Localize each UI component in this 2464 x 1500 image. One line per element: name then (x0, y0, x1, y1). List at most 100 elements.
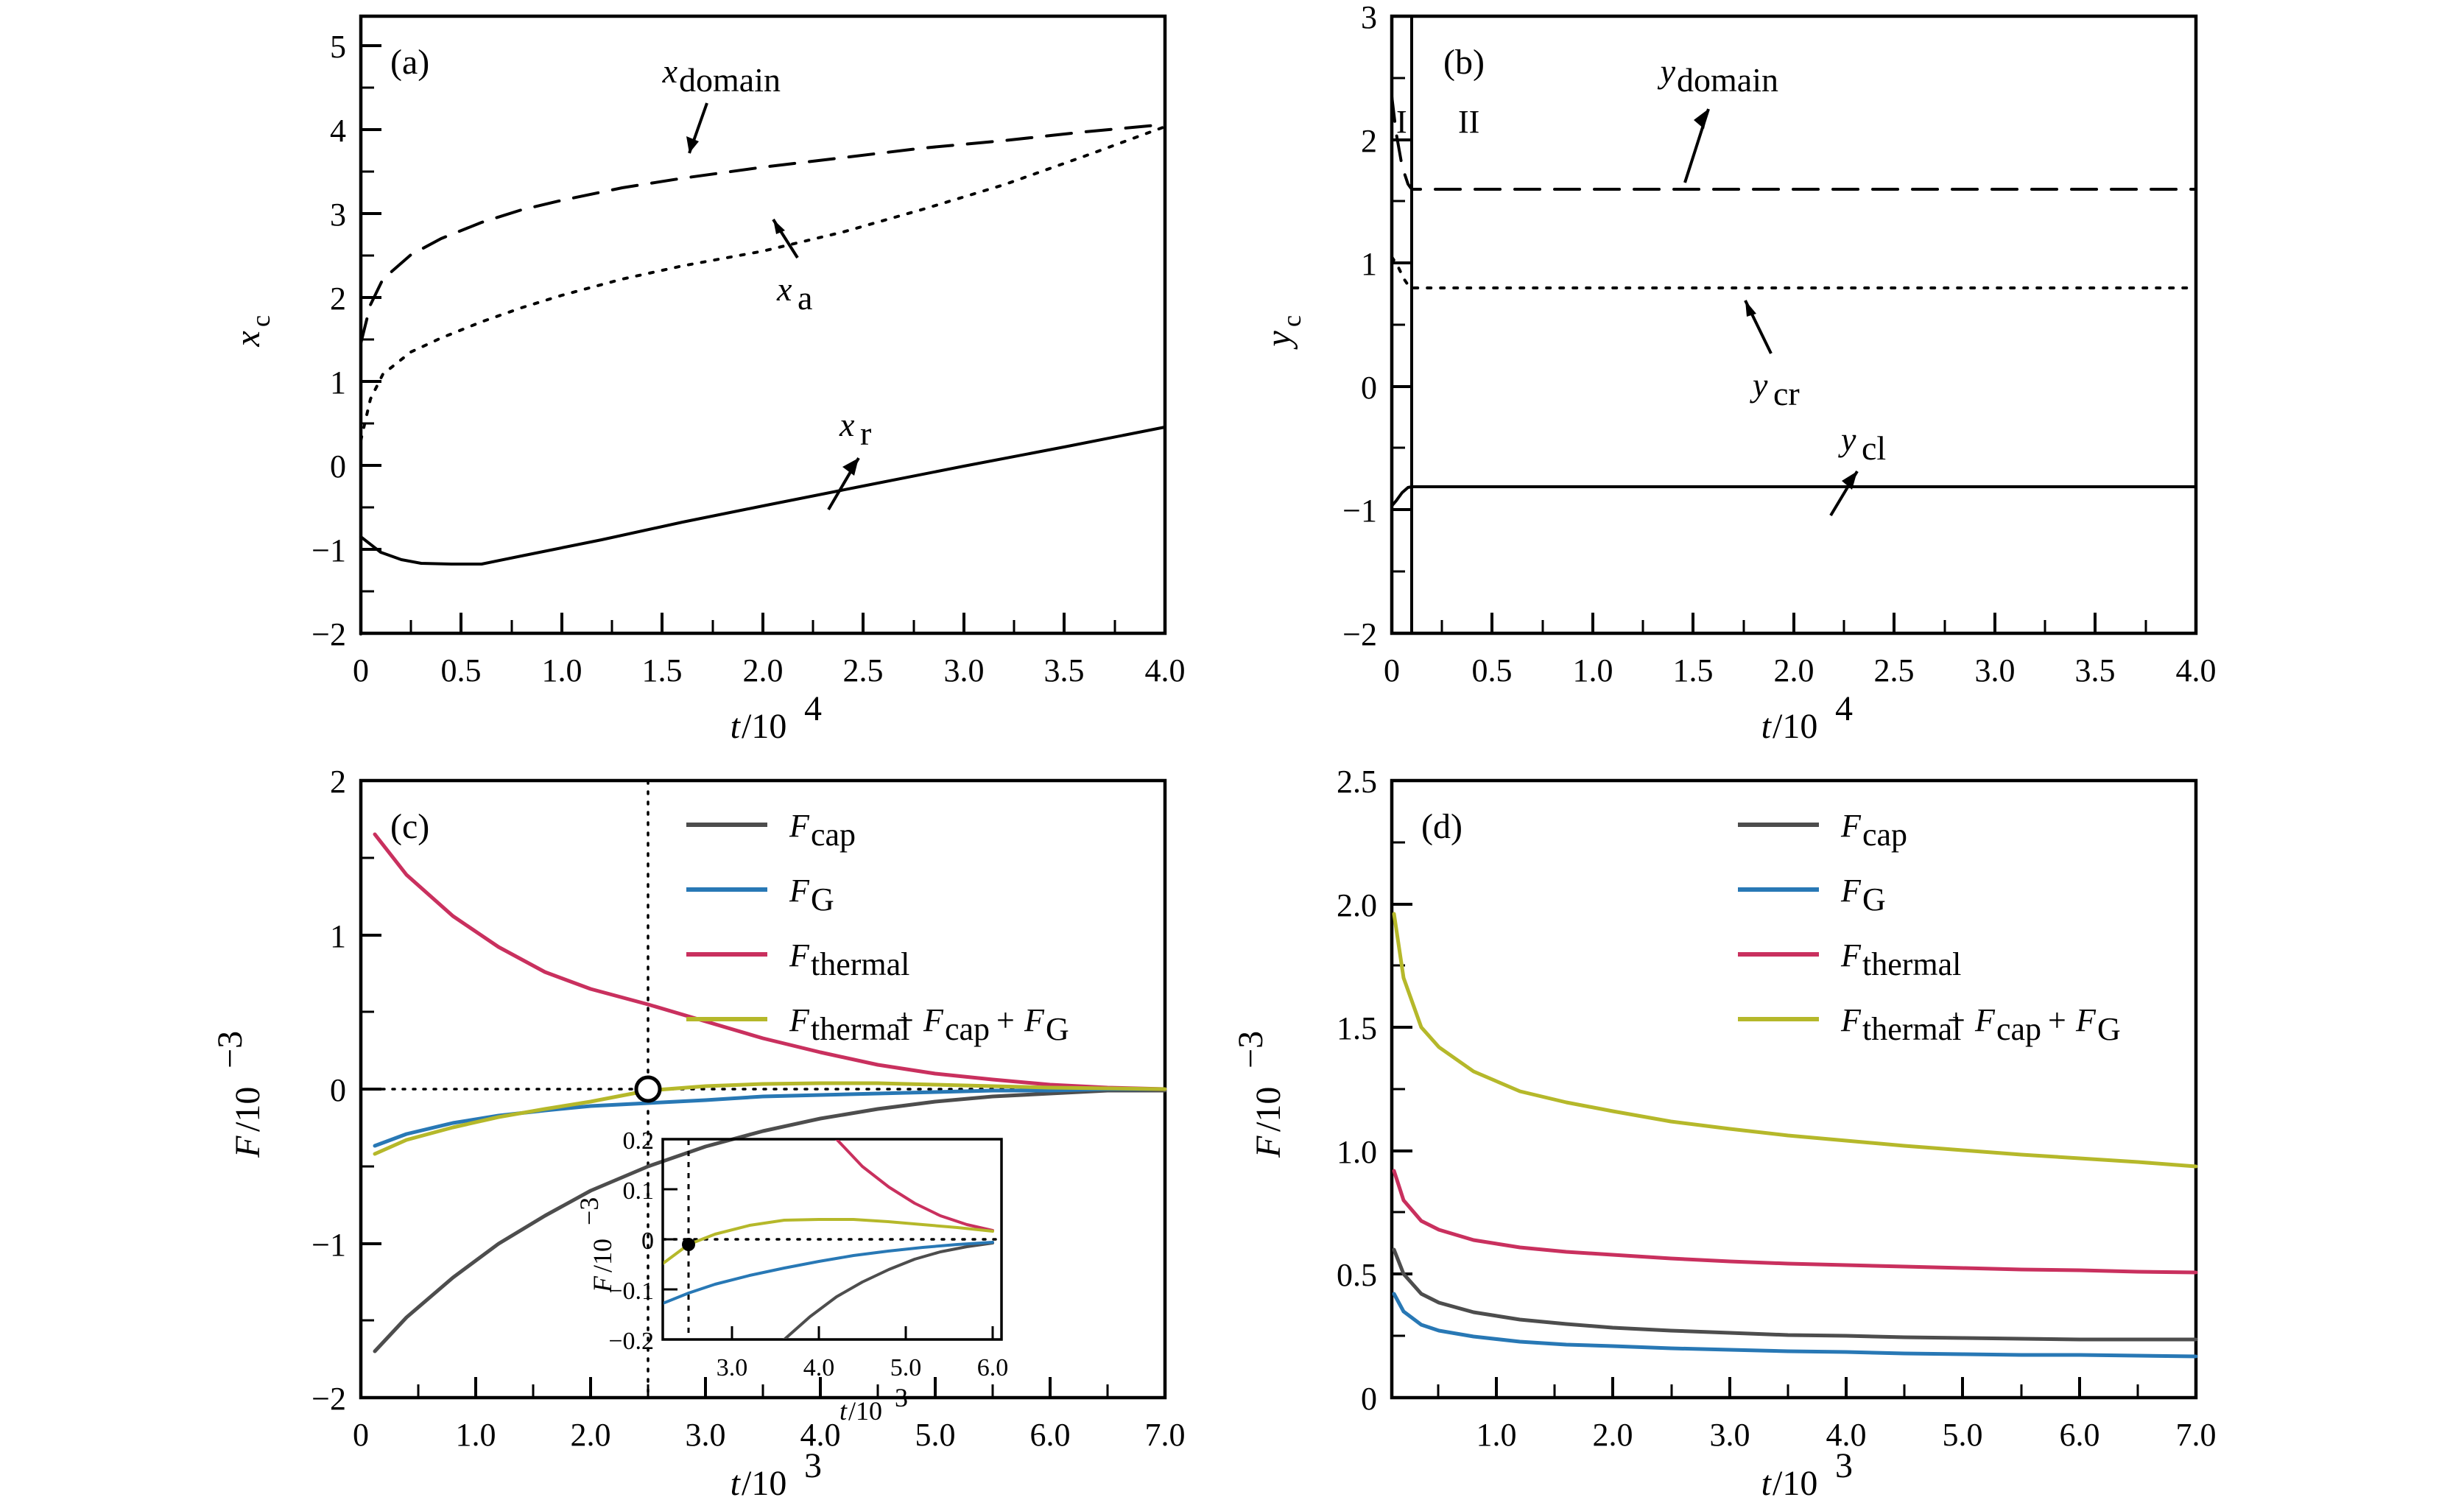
legend-label-fthermal: F (789, 937, 810, 973)
x-tick-label: 0.5 (441, 652, 482, 689)
panel-a-y-axis-label: x c (228, 315, 275, 348)
panel-c: 2 1 0 −1 −2 (191, 736, 1222, 1500)
svg-text:F: F (789, 1002, 810, 1038)
svg-text:/10: /10 (1249, 1087, 1288, 1132)
svg-text:thermal: thermal (811, 1011, 909, 1047)
x-tick-label: 1.5 (642, 652, 683, 689)
svg-text:G: G (2097, 1011, 2121, 1047)
panel-b-y-axis-label: y c (1259, 315, 1306, 351)
panel-c-y-minor-ticks (361, 856, 374, 1322)
arrow-head-icon (842, 458, 859, 476)
svg-text:domain: domain (1677, 61, 1778, 99)
svg-text:F: F (588, 1275, 617, 1293)
svg-text:3: 3 (804, 1446, 822, 1485)
panel-a-curve-x-domain (359, 123, 1166, 345)
y-tick-label: −2 (1342, 616, 1377, 652)
panel-a-y-tick-labels: 5 4 3 2 1 0 −1 −2 (311, 29, 346, 652)
x-tick-label: 1.0 (1476, 1417, 1517, 1453)
panel-c-curve-fg (373, 1087, 1167, 1148)
panel-b-curve-y-domain (1390, 95, 2197, 191)
panel-c-x-axis-label: t /10 3 (731, 1446, 822, 1500)
x-tick-label: 0.5 (1472, 652, 1513, 689)
panel-c-x-ticks (359, 1377, 1166, 1398)
x-tick-label: 4.0 (1145, 652, 1186, 689)
svg-text:thermal: thermal (811, 946, 909, 982)
panel-b-x-ticks (1390, 613, 2197, 633)
legend-label-fg: F (789, 873, 810, 909)
panel-a-label: (a) (390, 43, 429, 82)
panel-b-x-tick-labels: 0 0.5 1.0 1.5 2.0 2.5 3.0 3.5 4.0 (1384, 652, 2217, 689)
svg-text:r: r (860, 415, 871, 452)
panel-a-annot-x-domain: x domain (662, 52, 781, 154)
svg-text:/10: /10 (588, 1239, 617, 1272)
panel-b-label: (b) (1443, 43, 1485, 82)
svg-text:cap: cap (811, 817, 856, 853)
x-tick-label: 7.0 (1145, 1417, 1186, 1453)
y-tick-label: 2.0 (1337, 887, 1377, 923)
svg-text:x: x (839, 406, 855, 443)
y-tick-label: 0 (330, 448, 346, 485)
svg-text:F: F (1249, 1135, 1288, 1158)
inset-marker-point (682, 1238, 695, 1251)
x-tick-label: 2.0 (1593, 1417, 1633, 1453)
svg-text:cl: cl (1862, 429, 1886, 467)
y-tick-label: 1 (330, 365, 346, 401)
inset-x-ticks (731, 1326, 994, 1339)
x-tick-label: 4.0 (1826, 1417, 1867, 1453)
inset-y-tick-labels: 0.2 0.1 0 −0.1 −0.2 (608, 1127, 654, 1355)
svg-text:F: F (2075, 1002, 2097, 1038)
svg-text:F: F (923, 1002, 944, 1038)
inset-x-axis-label: t /10 3 (839, 1383, 908, 1426)
svg-text:+: + (895, 1002, 914, 1038)
y-tick-label: 2.5 (1337, 764, 1377, 800)
svg-text:+: + (996, 1002, 1015, 1038)
x-tick-label: 4.0 (2176, 652, 2217, 689)
svg-text:3: 3 (1835, 1446, 1853, 1485)
panel-a-annot-x-r: x r (827, 406, 871, 511)
svg-text:y: y (1658, 52, 1676, 90)
inset-y-tick-label: 0.2 (623, 1127, 655, 1155)
x-tick-label: 2.0 (743, 652, 784, 689)
panel-d: 2.5 2.0 1.5 1.0 0.5 0 (1222, 736, 2253, 1500)
panel-d-y-tick-labels: 2.5 2.0 1.5 1.0 0.5 0 (1337, 764, 1377, 1417)
panel-b-y-tick-labels: 3 2 1 0 −1 −2 (1342, 0, 1377, 652)
y-tick-label: 5 (330, 29, 346, 65)
panel-a-curve-x-a (359, 125, 1166, 442)
panel-c-x-tick-labels: 0 1.0 2.0 3.0 4.0 5.0 6.0 7.0 (353, 1417, 1186, 1453)
panel-c-legend: F cap F G F thermal F thermal + F cap (686, 808, 1069, 1047)
y-tick-label: 0 (1361, 1381, 1377, 1417)
panel-b-annot-y-domain: y domain (1658, 52, 1778, 183)
x-tick-label: 2.0 (571, 1417, 611, 1453)
x-tick-label: 1.0 (1573, 652, 1613, 689)
panel-d-curve-fcap (1392, 1247, 2198, 1342)
svg-text:cap: cap (945, 1011, 990, 1047)
inset-axes-box (661, 1138, 1003, 1341)
x-tick-label: 3.0 (1710, 1417, 1750, 1453)
panel-d-x-ticks (1495, 1377, 2197, 1398)
svg-text:t: t (1761, 707, 1773, 746)
svg-text:−3: −3 (1231, 1031, 1270, 1068)
panel-d-plot-area: 2.5 2.0 1.5 1.0 0.5 0 (1231, 764, 2217, 1500)
panel-d-legend: F cap F G F thermal F thermal + F cap (1738, 808, 2121, 1047)
panel-b-axes-box (1390, 14, 2198, 635)
svg-text:t: t (731, 1464, 742, 1500)
panel-b-x-minor-ticks (1440, 620, 2147, 633)
svg-text:x: x (776, 270, 792, 308)
x-tick-label: 4.0 (800, 1417, 841, 1453)
inset-x-tick-label: 6.0 (977, 1354, 1009, 1381)
svg-text:domain: domain (679, 61, 781, 99)
x-tick-label: 3.5 (2075, 652, 2116, 689)
svg-text:F: F (1024, 1002, 1045, 1038)
panel-c-marker-point (634, 1075, 662, 1103)
legend-label-ftotal: F thermal + F cap + F G (1840, 1002, 2121, 1047)
inset-y-tick-label: 0 (641, 1228, 654, 1255)
arrow-head-icon (1842, 471, 1857, 490)
panel-a-x-minor-ticks (409, 620, 1116, 633)
panel-c-curve-fthermal (373, 832, 1167, 1091)
y-tick-label: 2 (330, 764, 346, 800)
y-tick-label: −1 (1342, 493, 1377, 529)
svg-text:c: c (246, 315, 275, 327)
panel-d-x-tick-labels: 1.0 2.0 3.0 4.0 5.0 6.0 7.0 (1476, 1417, 2217, 1453)
panel-c-x-minor-ticks (417, 1384, 1109, 1398)
y-tick-label: 1.5 (1337, 1010, 1377, 1046)
